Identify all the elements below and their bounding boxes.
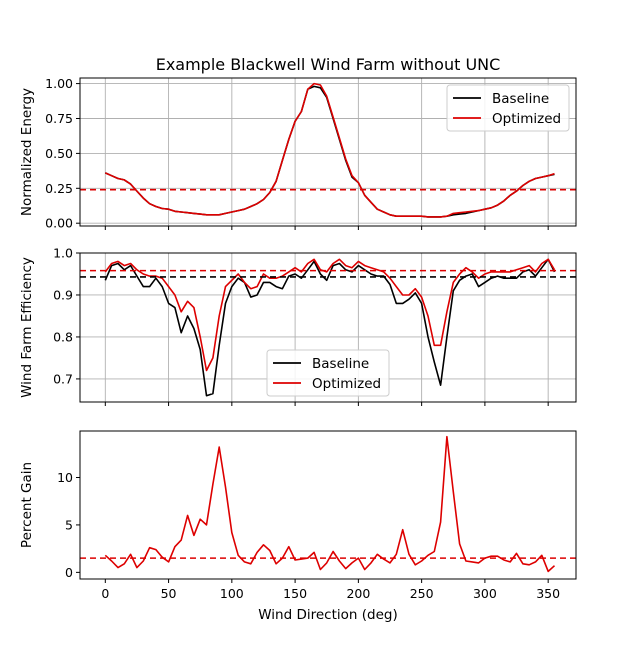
plot-area [80, 258, 576, 397]
y-tick-label: 0.7 [53, 371, 73, 386]
x-tick-label: 100 [220, 586, 244, 601]
y-tick-label: 0.8 [53, 329, 73, 344]
x-tick-label: 50 [161, 586, 177, 601]
y-tick-label: 1.00 [45, 76, 73, 91]
y-tick-label: 5 [65, 517, 73, 532]
y-axis-label: Normalized Energy [19, 88, 35, 216]
panel-2: 0.7 0.8 0.9 1.0 Wind Farm Efficiency Baseline… [19, 246, 577, 406]
x-tick-label: 300 [473, 586, 497, 601]
x-axis-label: Wind Direction (deg) [258, 607, 397, 623]
series-line-optimized [104, 82, 555, 218]
chart-title: Example Blackwell Wind Farm without UNC [156, 55, 501, 74]
x-tick-label: 0 [101, 586, 109, 601]
y-tick-label: 10 [57, 470, 73, 485]
legend-box [446, 84, 570, 132]
axes-frame [79, 252, 577, 403]
legend-label: Optimized [492, 111, 561, 127]
legend-label: Optimized [312, 376, 381, 392]
x-tick-label: 150 [283, 586, 307, 601]
axes-frame [79, 77, 577, 227]
legend: Baseline Optimized [266, 349, 390, 397]
series-line-optimized [104, 258, 556, 372]
y-tick-label: 0.00 [45, 216, 73, 231]
y-tick-label: 0 [65, 565, 73, 580]
series-line-gain [104, 435, 556, 573]
plot-area [80, 435, 576, 573]
legend-box [266, 349, 390, 397]
axes-frame [79, 430, 577, 580]
y-tick-label: 0.75 [45, 111, 73, 126]
y-axis-label: Percent Gain [19, 462, 35, 548]
legend-label: Baseline [492, 91, 549, 107]
y-tick-label: 0.9 [53, 287, 73, 302]
legend: Baseline Optimized [446, 84, 570, 132]
y-tick-label: 1.0 [53, 246, 73, 261]
plot-area [80, 82, 576, 218]
x-tick-label: 200 [346, 586, 370, 601]
x-tick-label: 350 [536, 586, 560, 601]
y-axis-label: Wind Farm Efficiency [19, 257, 35, 398]
y-tick-label: 0.25 [45, 181, 73, 196]
x-tick-label: 250 [410, 586, 434, 601]
panel-1: 0.00 0.25 0.50 0.75 1.00 Normalized Energy Bas… [19, 76, 577, 231]
series-line-baseline [104, 258, 556, 397]
legend-label: Baseline [312, 356, 369, 372]
y-tick-label: 0.50 [45, 146, 73, 161]
